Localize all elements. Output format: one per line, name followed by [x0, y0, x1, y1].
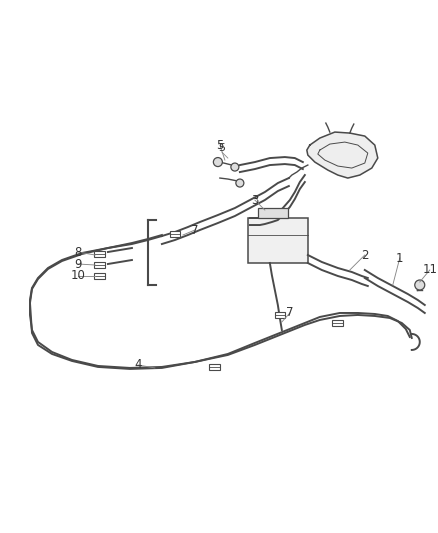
Bar: [258, 208, 288, 218]
Text: 5: 5: [216, 139, 223, 151]
Bar: [275, 312, 285, 318]
Text: 10: 10: [71, 270, 85, 282]
Text: 2: 2: [361, 248, 368, 262]
Bar: [95, 251, 106, 257]
Text: 3: 3: [251, 193, 258, 206]
Circle shape: [213, 158, 223, 166]
Bar: [170, 231, 180, 237]
Circle shape: [236, 179, 244, 187]
Text: 8: 8: [74, 246, 81, 259]
Bar: [95, 262, 106, 268]
Text: 11: 11: [422, 263, 437, 277]
Polygon shape: [307, 132, 378, 178]
Circle shape: [415, 280, 425, 290]
Bar: [95, 273, 106, 279]
Text: 7: 7: [191, 223, 199, 237]
Circle shape: [231, 163, 239, 171]
Text: 1: 1: [396, 252, 403, 264]
Bar: [332, 320, 343, 326]
Text: 9: 9: [74, 257, 82, 271]
Text: 7: 7: [286, 306, 293, 319]
Bar: [248, 218, 308, 263]
Bar: [209, 364, 220, 370]
Text: 4: 4: [134, 359, 141, 372]
Text: 5: 5: [219, 143, 226, 153]
